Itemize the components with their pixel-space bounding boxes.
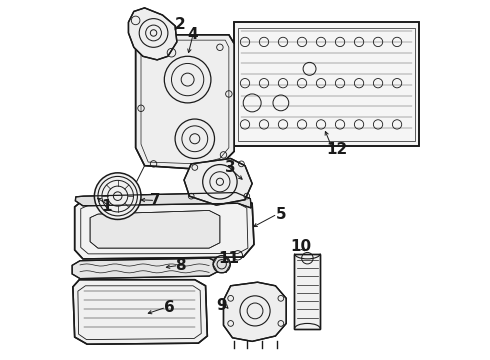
- Text: 3: 3: [225, 160, 236, 175]
- Text: 2: 2: [175, 17, 186, 32]
- Text: 1: 1: [102, 199, 112, 214]
- Text: 11: 11: [219, 251, 239, 266]
- Polygon shape: [184, 158, 252, 205]
- Text: 8: 8: [175, 258, 186, 273]
- Circle shape: [213, 256, 230, 273]
- Polygon shape: [294, 253, 320, 329]
- Polygon shape: [74, 196, 254, 259]
- Polygon shape: [75, 193, 251, 208]
- Polygon shape: [72, 258, 218, 279]
- Polygon shape: [234, 22, 419, 146]
- Text: 9: 9: [217, 298, 227, 313]
- Text: 10: 10: [290, 239, 311, 254]
- Polygon shape: [90, 211, 220, 248]
- Text: 5: 5: [275, 207, 286, 221]
- Polygon shape: [128, 8, 177, 60]
- Polygon shape: [136, 35, 234, 169]
- Polygon shape: [73, 280, 207, 344]
- Text: 4: 4: [188, 27, 198, 42]
- Text: 6: 6: [164, 300, 175, 315]
- Polygon shape: [223, 282, 286, 341]
- Text: 12: 12: [326, 142, 347, 157]
- Text: 7: 7: [150, 193, 161, 208]
- Circle shape: [95, 173, 141, 220]
